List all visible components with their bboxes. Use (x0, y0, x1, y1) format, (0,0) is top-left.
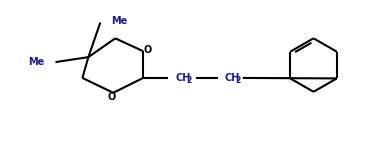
Text: O: O (143, 45, 151, 55)
Text: CH: CH (175, 73, 191, 83)
Text: Me: Me (111, 16, 128, 27)
Text: O: O (107, 92, 115, 102)
Text: 2: 2 (236, 76, 241, 85)
Text: 2: 2 (186, 76, 191, 85)
Text: CH: CH (225, 73, 240, 83)
Text: Me: Me (28, 57, 44, 67)
